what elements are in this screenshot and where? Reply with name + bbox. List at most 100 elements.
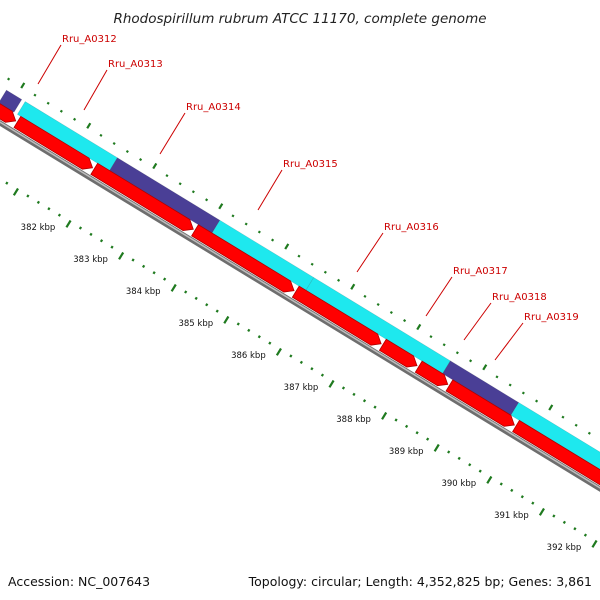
minor-tick-mark [110, 245, 114, 249]
outer-tick-mark [574, 423, 578, 427]
minor-tick-mark [583, 533, 588, 537]
outer-tick-mark [429, 335, 433, 339]
minor-tick-mark [57, 213, 62, 217]
outer-tick-mark [495, 375, 499, 379]
cds-track [0, 103, 600, 486]
gene-label: Rru_A0319 [524, 312, 579, 323]
minor-tick-mark [562, 520, 566, 525]
outer-tick-mark [455, 351, 459, 355]
major-tick-mark [118, 251, 125, 260]
outer-tick-mark [561, 415, 565, 419]
outer-tick-mark [469, 359, 473, 363]
cds-arrow [90, 162, 194, 232]
outer-tick-mark [205, 198, 209, 202]
outer-tick-mark [139, 158, 143, 162]
major-tick-mark [591, 539, 598, 548]
minor-tick-mark [163, 277, 167, 281]
gene-label: Rru_A0316 [384, 222, 439, 233]
gene-label: Rru_A0315 [283, 159, 338, 170]
minor-tick-mark [152, 271, 156, 275]
minor-tick-mark [415, 431, 419, 435]
major-tick-mark [381, 411, 388, 420]
cds-arrow [0, 103, 17, 123]
minor-tick-mark [394, 418, 398, 422]
feature-track [0, 89, 600, 470]
feature-segment-cyan [510, 402, 600, 470]
gene-label-leader [257, 169, 283, 211]
minor-tick-mark [257, 335, 261, 339]
outer-tick-mark [403, 319, 407, 323]
outer-tick-mark [337, 278, 341, 282]
outer-tick-mark [535, 399, 539, 403]
outer-tick-mark [191, 190, 195, 194]
scale-label: 384 kbp [126, 287, 161, 297]
cds-arrow [512, 419, 600, 486]
outer-tick-mark [125, 149, 129, 154]
minor-tick-mark [184, 290, 188, 294]
map-title: Rhodospirillum rubrum ATCC 11170, comple… [113, 11, 486, 27]
major-tick-mark [65, 219, 72, 228]
gene-label-leader [425, 276, 453, 317]
minor-tick-mark [510, 488, 514, 493]
gene-label-leader [37, 44, 62, 85]
minor-tick-mark [457, 456, 461, 461]
genome-summary-text: Topology: circular; Length: 4,352,825 bp… [248, 574, 592, 589]
major-tick-mark [223, 315, 230, 324]
cds-arrow [414, 360, 449, 387]
gene-labels: Rru_A0312 Rru_A0313 Rru_A0314 Rru_A0315 Rru_… [37, 34, 579, 361]
minor-tick-mark [194, 296, 198, 301]
minor-tick-mark [373, 405, 377, 409]
minor-tick-mark [131, 258, 135, 262]
minor-tick-mark [5, 181, 9, 185]
minor-tick-mark [289, 354, 293, 358]
gene-label: Rru_A0313 [108, 59, 163, 70]
minor-tick-mark [310, 367, 314, 371]
minor-tick-mark [573, 527, 577, 531]
backbone-line [0, 120, 600, 492]
gene-label-leader [356, 232, 384, 273]
outer-tick-mark [508, 383, 512, 387]
outer-tick-mark [152, 162, 158, 170]
outer-tick-mark [46, 101, 50, 105]
scale-label: 392 kbp [547, 543, 582, 553]
cds-arrow [191, 224, 295, 293]
outer-tick-mark [376, 302, 380, 306]
minor-tick-mark [236, 322, 240, 326]
outer-tick-mark [99, 133, 103, 137]
scale-ticks: 382 kbp 383 kbp 384 kbp 385 kbp 386 kbp 387 k… [5, 77, 598, 553]
minor-tick-mark [78, 226, 83, 230]
minor-tick-mark [47, 207, 51, 211]
outer-tick-mark [482, 364, 488, 371]
outer-tick-mark [521, 391, 525, 395]
gene-label: Rru_A0318 [492, 292, 547, 303]
minor-tick-mark [247, 328, 251, 333]
outer-tick-mark [244, 222, 248, 226]
gene-label-leader [83, 69, 108, 111]
outer-tick-mark [323, 270, 327, 274]
minor-tick-mark [520, 495, 524, 499]
outer-tick-mark [284, 243, 290, 250]
outer-tick-mark [86, 122, 92, 129]
major-tick-mark [170, 283, 177, 292]
cds-arrow [291, 285, 382, 346]
major-tick-mark [328, 379, 335, 388]
scale-label: 385 kbp [178, 319, 213, 329]
minor-tick-mark [478, 469, 482, 473]
outer-tick-mark [59, 109, 63, 113]
scale-label: 383 kbp [73, 255, 108, 265]
scale-label: 386 kbp [231, 351, 266, 361]
outer-tick-mark [231, 214, 235, 218]
minor-tick-mark [447, 450, 451, 454]
minor-tick-mark [531, 501, 535, 505]
minor-tick-mark [341, 386, 346, 390]
scale-label: 391 kbp [494, 511, 529, 521]
outer-tick-mark [363, 294, 367, 298]
scale-label: 390 kbp [441, 479, 476, 489]
outer-tick-mark [548, 404, 554, 411]
minor-tick-mark [36, 200, 40, 205]
outer-tick-mark [257, 230, 261, 234]
outer-tick-mark [389, 310, 393, 315]
minor-tick-mark [426, 437, 430, 441]
outer-tick-mark [73, 117, 77, 121]
gene-label-leader [463, 302, 492, 341]
